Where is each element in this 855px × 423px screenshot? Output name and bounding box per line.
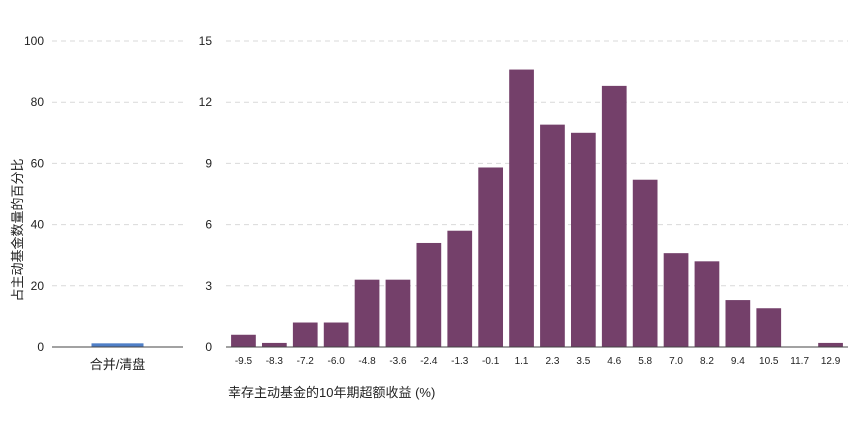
y-tick-label: 40 (31, 218, 45, 232)
y-tick-label: 0 (205, 340, 212, 354)
y-tick-label: 80 (31, 95, 45, 109)
y-tick-label: 100 (24, 34, 44, 48)
x-tick-label: 8.2 (700, 356, 714, 367)
bar (756, 308, 782, 347)
bar (478, 167, 504, 347)
x-tick-label: 1.1 (515, 356, 529, 367)
bar (323, 322, 349, 347)
bar (601, 85, 627, 347)
y-tick-label: 9 (205, 156, 212, 170)
bar (447, 230, 473, 347)
x-tick-label: 3.5 (576, 356, 590, 367)
x-tick-label: 7.0 (669, 356, 683, 367)
right-panel: 0 3 6 9 12 15 -9.5 -8.3 -7.2 -6.0 -4.8 -3.6 -2.4 -1.… (199, 34, 848, 400)
x-tick-label: -6.0 (328, 356, 346, 367)
y-tick-label: 0 (37, 340, 44, 354)
y-tick-label: 3 (205, 279, 212, 293)
x-tick-label: -3.6 (389, 356, 407, 367)
x-tick-label: -0.1 (482, 356, 500, 367)
left-y-axis-label: 占主动基金数量的百分比 (10, 158, 25, 301)
x-tick-label: 11.7 (790, 356, 809, 367)
left-bars (91, 343, 144, 347)
x-tick-label: -1.3 (451, 356, 469, 367)
bar (231, 334, 256, 347)
x-tick-label: 12.9 (821, 356, 841, 367)
x-tick-label: -9.5 (235, 356, 253, 367)
bar (91, 343, 144, 347)
right-bars (231, 69, 843, 347)
bar (818, 342, 843, 347)
bar (632, 179, 658, 347)
bar (292, 322, 318, 347)
x-tick-label: -4.8 (358, 356, 376, 367)
x-tick-label: -7.2 (297, 356, 315, 367)
right-x-axis-label: 幸存主动基金的10年期超额收益 (%) (228, 385, 435, 400)
bar (725, 300, 751, 347)
bar (570, 132, 596, 347)
bar (261, 342, 287, 347)
bar (385, 279, 411, 347)
y-tick-label: 15 (199, 34, 213, 48)
bar (416, 242, 442, 347)
y-tick-label: 12 (199, 95, 213, 109)
bar (663, 253, 689, 347)
x-tick-label: -8.3 (266, 356, 284, 367)
x-tick-label: 9.4 (731, 356, 745, 367)
right-gridlines (226, 40, 848, 287)
bar (509, 69, 534, 347)
x-tick-label: 4.6 (607, 356, 621, 367)
x-tick-label: 合并/清盘 (90, 357, 146, 372)
x-tick-label: 2.3 (545, 356, 559, 367)
bar (694, 261, 720, 347)
y-tick-label: 60 (31, 156, 45, 170)
left-panel: 0 20 40 60 80 100 合并/清盘 占主动基金数量的百分比 (10, 34, 183, 372)
right-y-ticks: 0 3 6 9 12 15 (199, 34, 213, 354)
right-x-ticks: -9.5 -8.3 -7.2 -6.0 -4.8 -3.6 -2.4 -1.3 -0.1 1.1 2… (235, 356, 841, 367)
y-tick-label: 20 (31, 279, 45, 293)
bar (540, 124, 565, 347)
left-gridlines (52, 40, 183, 287)
x-tick-label: 5.8 (638, 356, 652, 367)
x-tick-label: -2.4 (420, 356, 438, 367)
y-tick-label: 6 (205, 218, 212, 232)
left-y-ticks: 0 20 40 60 80 100 (24, 34, 44, 354)
x-tick-label: 10.5 (759, 356, 779, 367)
bar (354, 279, 380, 347)
left-x-ticks: 合并/清盘 (90, 357, 146, 372)
